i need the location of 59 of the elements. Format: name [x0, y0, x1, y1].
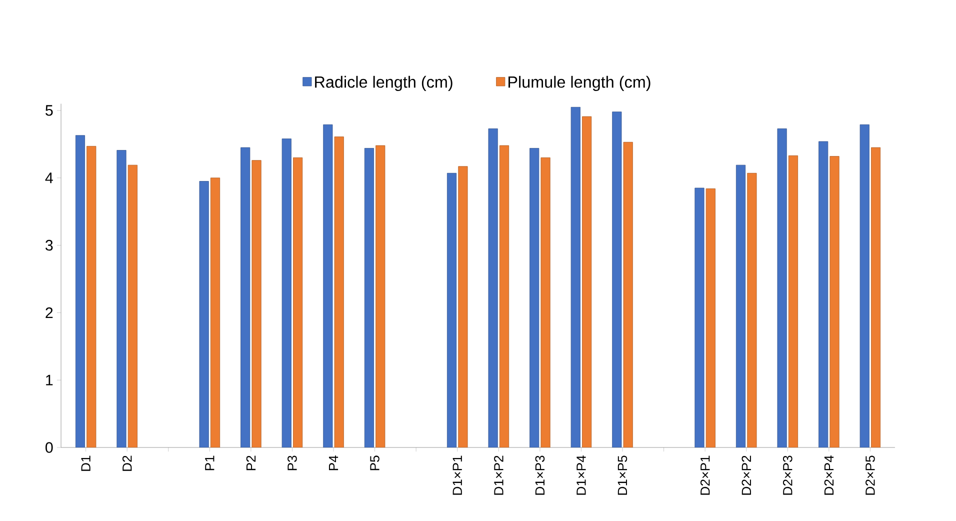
bar [777, 128, 787, 448]
bar [323, 124, 333, 448]
bar [458, 166, 468, 448]
bar [582, 116, 592, 448]
bar [747, 173, 757, 448]
x-tick-label: D1 [81, 456, 90, 472]
bar [540, 158, 550, 448]
x-tick-label: D1×P5 [618, 456, 628, 495]
x-tick-label: P3 [288, 456, 297, 470]
x-tick-label: D1×P1 [452, 456, 462, 495]
bar [376, 145, 386, 448]
bar [736, 165, 746, 448]
bar [788, 156, 798, 448]
bar [293, 158, 303, 448]
bar [116, 150, 126, 448]
bar [282, 138, 292, 448]
y-tick-label: 1 [46, 374, 53, 386]
x-tick-label: D1×P3 [535, 456, 545, 495]
bar [623, 142, 633, 448]
bar [364, 148, 374, 448]
x-tick-label: P5 [370, 456, 380, 470]
x-tick-label: D2×P4 [824, 456, 834, 495]
bar [199, 181, 209, 448]
x-tick-label: P4 [328, 456, 338, 470]
x-tick-label: D2×P2 [742, 456, 751, 495]
x-tick-label: D2×P3 [782, 456, 792, 495]
bar [446, 173, 457, 448]
y-tick-label: 4 [45, 172, 53, 184]
y-tick-label: 0 [46, 442, 53, 453]
bar [694, 188, 704, 448]
bar [706, 188, 716, 448]
bar [830, 156, 840, 448]
bar [334, 136, 344, 448]
x-tick-label: D2 [122, 456, 132, 472]
bar [570, 107, 580, 448]
x-tick-label: P2 [246, 456, 256, 470]
bar [252, 160, 262, 448]
bar [128, 165, 138, 448]
bar [860, 124, 870, 448]
y-tick-label: 3 [46, 240, 53, 251]
bar [871, 147, 881, 448]
bar [530, 148, 540, 448]
bar [75, 135, 85, 448]
x-tick-label: P1 [205, 456, 214, 470]
y-tick-label: 2 [46, 308, 53, 318]
bar [86, 146, 96, 448]
bar [818, 141, 828, 448]
legend-label: Radicle length (cm) [315, 76, 452, 92]
bar [488, 128, 498, 448]
bar [612, 112, 622, 448]
bar [499, 145, 510, 448]
x-tick-label: D1×P4 [576, 456, 586, 495]
legend-label: Plumule length (cm) [508, 76, 650, 92]
x-tick-label: D2×P1 [700, 456, 710, 495]
y-tick-label: 5 [46, 105, 53, 116]
x-tick-label: D1×P2 [494, 456, 504, 495]
bar [210, 178, 220, 448]
x-tick-label: D2×P5 [866, 456, 875, 495]
bar [240, 147, 250, 448]
